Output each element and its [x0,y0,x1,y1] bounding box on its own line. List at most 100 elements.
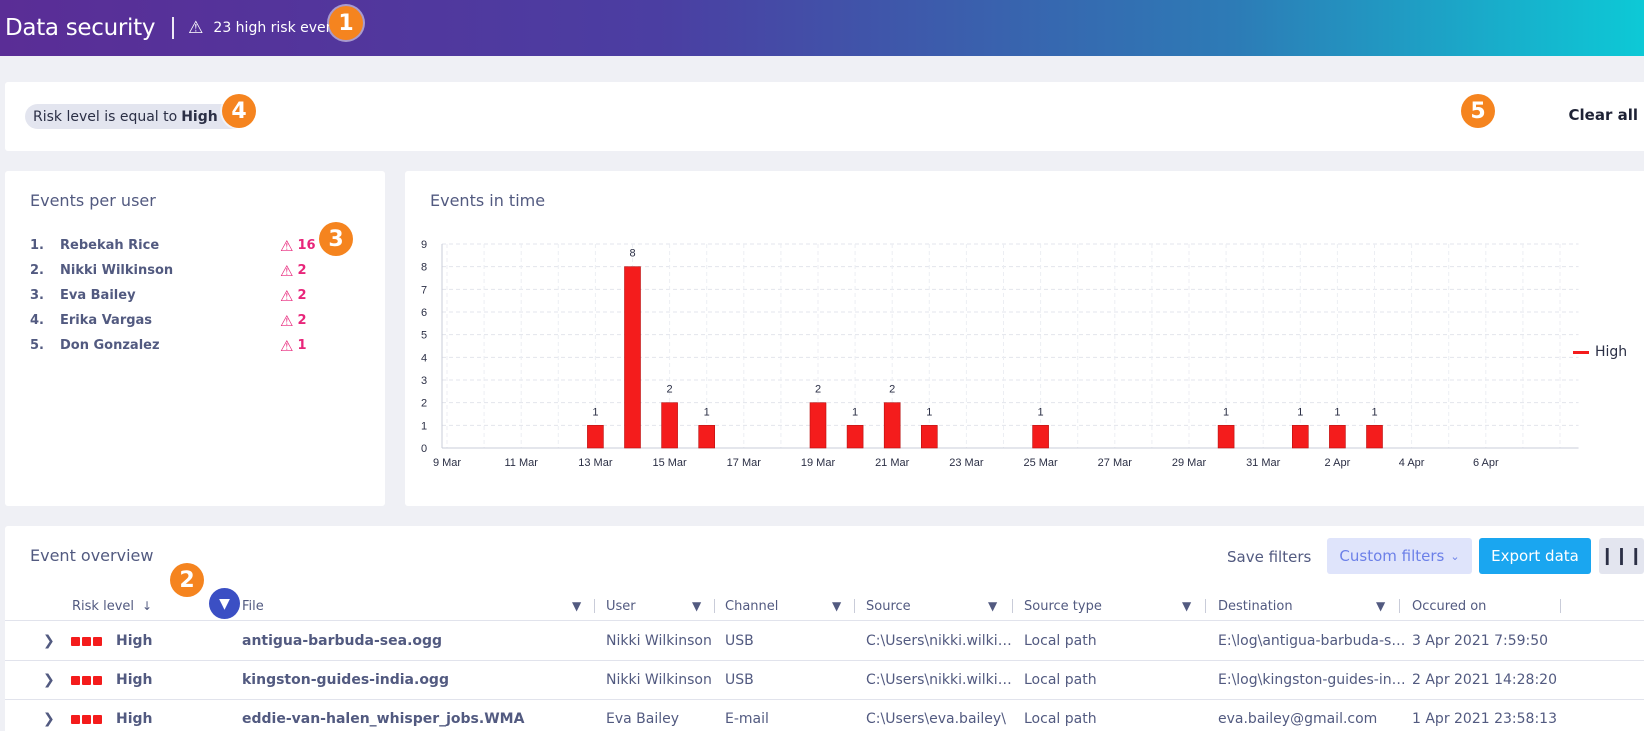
column-resize-handle[interactable] [1399,599,1400,613]
column-resize-handle[interactable] [1012,599,1013,613]
warning-icon: ⚠ [280,336,294,355]
column-settings-button[interactable]: ❙❙❙ [1599,538,1644,574]
column-label: Risk level [72,598,134,614]
callout-badge-2: 2 [170,563,204,597]
x-tick-label: 27 Mar [1098,457,1133,469]
column-header-destination[interactable]: Destination ▼ [1218,596,1406,616]
bar-value-label: 1 [1297,406,1303,418]
high-risk-alert[interactable]: ⚠ 23 high risk events [188,18,347,38]
filter-icon[interactable]: ▼ [692,599,702,613]
user-ranking-list: 1. Rebekah Rice ⚠ 16 2. Nikki Wilkinson ⚠… [30,233,360,358]
callout-badge-4: 4 [222,94,256,128]
column-label: User [606,598,636,614]
x-tick-label: 31 Mar [1246,457,1281,469]
user-name: Erika Vargas [60,313,153,328]
custom-filters-dropdown[interactable]: Custom filters ⌄ [1327,538,1472,574]
callout-badge-5: 5 [1461,94,1495,128]
x-tick-label: 9 Mar [433,457,461,469]
expand-chevron-icon[interactable]: ❯ [43,711,55,727]
column-label: Occured on [1412,598,1487,614]
x-tick-label: 29 Mar [1172,457,1207,469]
risk-level-filter-active-icon[interactable]: ▼ [209,588,240,619]
risk-indicator-square [71,675,80,685]
user-name: Don Gonzalez [60,338,160,353]
column-header-channel[interactable]: Channel ▼ [725,596,861,616]
column-resize-handle[interactable] [1205,599,1206,613]
clear-all-button[interactable]: Clear all [1568,106,1638,124]
rank-number: 5. [30,338,44,353]
warning-icon: ⚠ [280,311,294,330]
source-cell: C:\Users\eva.bailey\ [866,711,1006,727]
user-ranking-item[interactable]: 3. Eva Bailey ⚠ 2 [30,283,360,308]
column-header-risk-level[interactable]: Risk level ↓ [72,596,152,616]
column-header-file[interactable]: File ▼ [242,596,602,616]
filter-icon[interactable]: ▼ [1376,599,1386,613]
filter-icon[interactable]: ▼ [832,599,842,613]
event-overview-title: Event overview [30,546,154,565]
column-header-occurred-on[interactable]: Occured on [1412,596,1567,616]
user-ranking-item[interactable]: 5. Don Gonzalez ⚠ 1 [30,333,360,358]
event-count: ⚠ 2 [280,287,307,305]
event-count-value: 2 [297,288,307,303]
events-in-time-title: Events in time [430,191,546,210]
user-name: Eva Bailey [60,288,136,303]
column-label: Source type [1024,598,1102,614]
x-tick-label: 17 Mar [727,457,762,469]
occurred-on-cell: 2 Apr 2021 14:28:20 [1412,672,1557,688]
event-count-value: 1 [297,338,307,353]
x-tick-label: 21 Mar [875,457,910,469]
user-cell: Nikki Wilkinson [606,633,712,649]
column-header-user[interactable]: User ▼ [606,596,721,616]
rank-number: 4. [30,313,44,328]
expand-chevron-icon[interactable]: ❯ [43,633,55,649]
bar-high [846,425,864,449]
chart-legend[interactable]: High [1573,344,1627,360]
event-overview-card: Event overview Save filters Custom filte… [5,526,1644,731]
filter-icon[interactable]: ▼ [1182,599,1192,613]
bar-value-label: 1 [592,406,598,418]
warning-icon: ⚠ [280,286,294,305]
filter-chip-risk-level[interactable]: Risk level is equal to High ✕ [25,104,245,129]
column-resize-handle[interactable] [594,599,595,613]
column-resize-handle[interactable] [854,599,855,613]
user-ranking-item[interactable]: 1. Rebekah Rice ⚠ 16 [30,233,360,258]
channel-cell: USB [725,633,754,649]
events-in-time-chart: 0 1 2 3 4 5 6 7 8 9 9 Mar 11 Mar 13 Mar 15 Mar 17 Mar 1… [421,239,1579,469]
column-header-source-type[interactable]: Source type ▼ [1024,596,1212,616]
table-row[interactable]: ❯ High antigua-barbuda-sea.ogg Nikki Wil… [5,622,1644,661]
risk-level-text: High [116,672,153,688]
y-tick-label: 7 [421,284,427,296]
risk-level-cell: High [71,672,153,688]
page-title: Data security [5,15,156,41]
bar-high [1217,425,1235,449]
bar-value-label: 2 [889,384,895,396]
legend-swatch-high [1573,350,1589,354]
event-count: ⚠ 2 [280,262,307,280]
user-cell: Eva Bailey [606,711,680,727]
filter-icon[interactable]: ▼ [572,599,582,613]
user-ranking-item[interactable]: 2. Nikki Wilkinson ⚠ 2 [30,258,360,283]
bar-high [1291,425,1309,449]
bar-value-label: 1 [1371,406,1377,418]
risk-indicator-square [71,714,80,724]
y-tick-label: 4 [421,352,427,364]
save-filters-button[interactable]: Save filters [1227,548,1312,566]
x-tick-label: 2 Apr [1325,457,1351,469]
export-data-button[interactable]: Export data [1479,538,1591,574]
table-row[interactable]: ❯ High eddie-van-halen_whisper_jobs.WMA … [5,700,1644,731]
risk-indicator-square [71,636,80,646]
expand-chevron-icon[interactable]: ❯ [43,672,55,688]
column-resize-handle[interactable] [714,599,715,613]
user-ranking-item[interactable]: 4. Erika Vargas ⚠ 2 [30,308,360,333]
risk-indicator-square [82,636,91,646]
table-row[interactable]: ❯ High kingston-guides-india.ogg Nikki W… [5,661,1644,700]
rank-number: 1. [30,238,44,253]
sort-desc-icon[interactable]: ↓ [142,599,153,613]
channel-cell: E-mail [725,711,769,727]
x-tick-label: 19 Mar [801,457,836,469]
y-tick-label: 8 [421,262,427,274]
column-resize-handle[interactable] [1560,599,1561,613]
filter-icon[interactable]: ▼ [988,599,998,613]
column-header-source[interactable]: Source ▼ [866,596,1019,616]
source-type-cell: Local path [1024,672,1097,688]
